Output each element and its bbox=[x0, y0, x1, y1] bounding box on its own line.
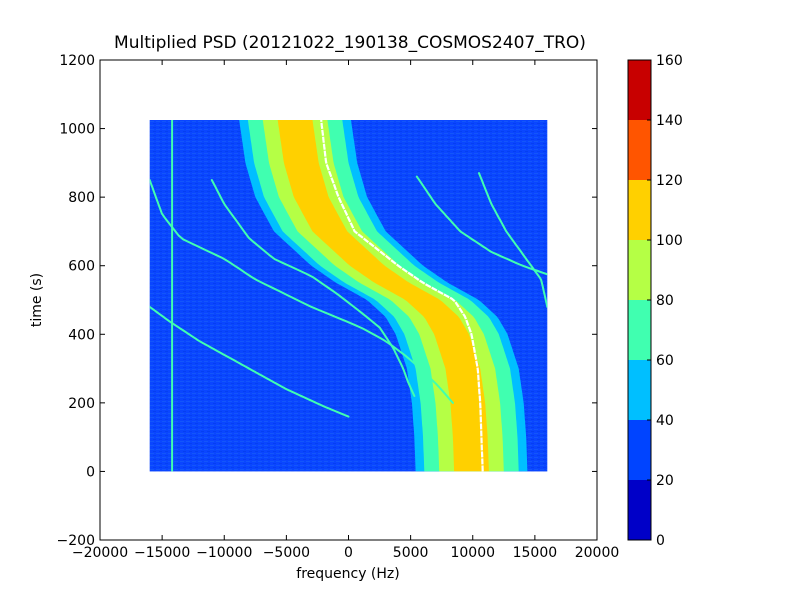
colorbar-segment bbox=[628, 60, 651, 120]
x-axis: −20000 −15000 −10000 −5000 0 5000 10000 15000 20… bbox=[72, 60, 619, 561]
colorbar-tick-label: 60 bbox=[656, 353, 674, 369]
x-tick-label: 10000 bbox=[450, 545, 495, 561]
colorbar-tick-label: 120 bbox=[656, 173, 683, 189]
x-tick-label: −5000 bbox=[263, 545, 310, 561]
colorbar-tick-label: 0 bbox=[656, 533, 665, 549]
x-tick-label: 0 bbox=[344, 545, 353, 561]
colorbar-tick-label: 100 bbox=[656, 233, 683, 249]
x-tick-label: −10000 bbox=[196, 545, 252, 561]
colorbar-segment bbox=[628, 360, 651, 420]
secondary-trace bbox=[210, 179, 416, 397]
y-tick-label: 1200 bbox=[59, 53, 95, 69]
x-tick-label: 20000 bbox=[575, 545, 620, 561]
y-tick-label: −200 bbox=[57, 533, 95, 549]
chart-title: Multiplied PSD (20121022_190138_COSMOS24… bbox=[114, 33, 586, 53]
colorbar-tick-label: 80 bbox=[656, 293, 674, 309]
secondary-trace bbox=[248, 367, 350, 418]
y-tick-label: 600 bbox=[68, 259, 95, 275]
plot-area bbox=[149, 120, 548, 472]
heatmap-traces bbox=[149, 120, 548, 472]
y-tick-label: 1000 bbox=[59, 122, 95, 138]
colorbar-segment bbox=[628, 240, 651, 300]
y-tick-label: 800 bbox=[68, 190, 95, 206]
x-tick-label: 5000 bbox=[393, 545, 429, 561]
x-tick-label: −20000 bbox=[72, 545, 128, 561]
y-tick-label: 0 bbox=[86, 464, 95, 480]
colorbar-segment bbox=[628, 120, 651, 180]
main-trace-band bbox=[277, 120, 489, 472]
y-axis-label: time (s) bbox=[29, 273, 45, 327]
colorbar-segment bbox=[628, 480, 651, 540]
x-axis-label: frequency (Hz) bbox=[296, 566, 399, 582]
colorbar-tick-label: 140 bbox=[656, 113, 683, 129]
y-axis: −200 0 200 400 600 800 1000 1200 bbox=[57, 53, 597, 549]
colorbar-tick-label: 20 bbox=[656, 473, 674, 489]
colorbar-tick-label: 160 bbox=[656, 53, 683, 69]
y-tick-label: 400 bbox=[68, 327, 95, 343]
secondary-trace bbox=[478, 172, 548, 308]
colorbar-segment bbox=[628, 180, 651, 240]
colorbar-segment bbox=[628, 420, 651, 480]
y-tick-label: 200 bbox=[68, 396, 95, 412]
secondary-trace bbox=[149, 179, 454, 404]
secondary-trace bbox=[415, 175, 548, 276]
colorbar: 0 20 40 60 80 100 120 140 160 bbox=[627, 53, 683, 549]
main-trace-ridge bbox=[320, 120, 484, 472]
colorbar-tick-label: 40 bbox=[656, 413, 674, 429]
colorbar-segment bbox=[628, 300, 651, 360]
x-tick-label: −15000 bbox=[134, 545, 190, 561]
secondary-trace bbox=[149, 305, 251, 370]
x-tick-label: 15000 bbox=[513, 545, 558, 561]
